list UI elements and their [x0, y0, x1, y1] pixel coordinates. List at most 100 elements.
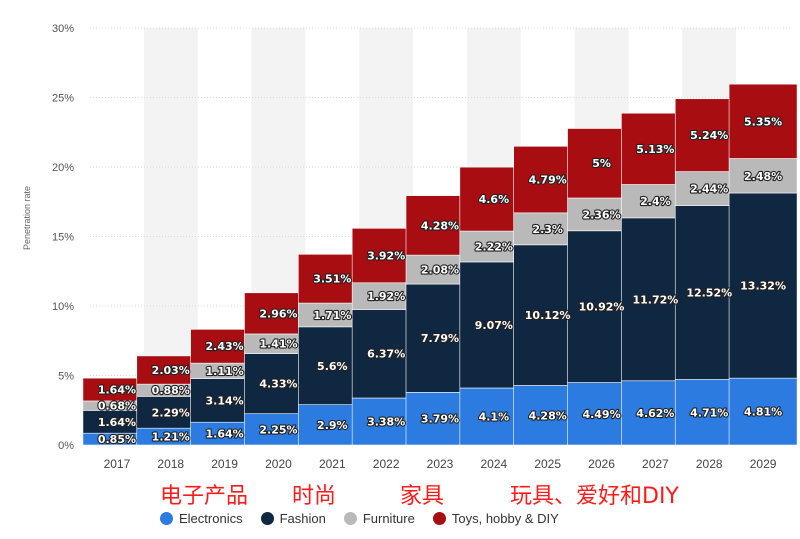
data-label: 2.4% [640, 195, 671, 208]
legend-label-electronics: Electronics [179, 510, 243, 526]
legend: Electronics Fashion Furniture Toys, hobb… [160, 509, 559, 527]
annotation-electronics: 电子产品 [160, 484, 249, 509]
stacked-bar-chart: 0% 5% 10% 15% 20% 25% 30% Penetration rate 0.8… [22, 23, 798, 471]
bar-segment[interactable] [728, 192, 798, 379]
annotation-furniture: 家具 [400, 484, 445, 509]
legend-label-fashion: Fashion [279, 510, 326, 526]
data-label: 1.92% [367, 290, 405, 303]
data-label: 2.9% [317, 419, 348, 432]
data-label: 0.68% [98, 400, 136, 413]
y-tick-label: 10% [52, 301, 74, 313]
data-label: 2.22% [475, 241, 513, 254]
data-label: 5.35% [744, 115, 782, 128]
data-labels: 0.85% 1.64% 0.68% 1.64% 1.21% 2.29% 0.88% 2.03%… [97, 114, 787, 447]
data-label: 4.49% [582, 408, 620, 421]
data-label: 4.81% [744, 406, 782, 419]
data-label: 1.71% [313, 309, 351, 322]
bar-segment[interactable] [728, 158, 798, 194]
data-label: 2.36% [582, 208, 620, 221]
x-tick-label: 2019 [211, 457, 238, 471]
data-label: 2.44% [690, 183, 728, 196]
data-label: 5.13% [636, 143, 674, 156]
data-label: 6.37% [367, 348, 405, 361]
data-label: 11.72% [632, 293, 678, 306]
annotation-toys: 玩具、爱好和DIY [510, 484, 679, 509]
y-tick-label: 20% [52, 162, 74, 174]
bar-segment[interactable] [728, 83, 798, 159]
legend-label-furniture: Furniture [362, 510, 415, 526]
legend-swatch-fashion [260, 511, 274, 525]
x-tick-label: 2018 [157, 457, 184, 471]
x-tick-label: 2029 [750, 457, 777, 471]
y-tick-label: 5% [58, 371, 74, 383]
data-label: 4.33% [259, 378, 297, 391]
data-label: 3.14% [206, 394, 244, 407]
data-label: 2.43% [206, 340, 244, 353]
x-tick-label: 2026 [588, 457, 615, 471]
data-label: 4.79% [529, 174, 567, 187]
x-tick-label: 2024 [480, 457, 507, 471]
x-tick-label: 2021 [319, 457, 346, 471]
x-tick-label: 2017 [104, 457, 131, 471]
data-label: 10.12% [525, 309, 571, 322]
data-label: 2.25% [259, 423, 297, 436]
data-label: 2.96% [259, 307, 297, 320]
data-label: 12.52% [686, 287, 732, 300]
data-label: 1.41% [259, 338, 297, 351]
data-label: 4.62% [636, 407, 674, 420]
y-tick-label: 0% [58, 440, 74, 452]
data-label: 3.51% [313, 273, 351, 286]
x-tick-label: 2025 [534, 457, 561, 471]
x-tick-label: 2028 [696, 457, 723, 471]
y-axis-ticks: 0% 5% 10% 15% 20% 25% 30% [52, 23, 74, 452]
data-label: 2.29% [152, 406, 190, 419]
data-label: 2.03% [152, 364, 190, 377]
x-axis-ticks: 2017 2018 2019 2020 2021 2022 2023 2024 2025 2026… [104, 457, 777, 471]
x-tick-label: 2027 [642, 457, 669, 471]
data-label: 2.48% [744, 170, 782, 183]
data-label: 0.85% [98, 433, 136, 446]
x-tick-label: 2020 [265, 457, 292, 471]
legend-swatch-furniture [343, 511, 357, 525]
data-label: 5% [592, 157, 611, 170]
x-tick-label: 2023 [427, 457, 454, 471]
data-label: 4.28% [529, 409, 567, 422]
data-label: 7.79% [421, 332, 459, 345]
data-label: 4.71% [690, 406, 728, 419]
data-label: 1.21% [152, 431, 190, 444]
bar-segments [82, 83, 798, 446]
legend-label-toys: Toys, hobby & DIY [451, 510, 559, 526]
data-label: 2.08% [421, 264, 459, 277]
data-label: 2.3% [532, 223, 563, 236]
data-label: 0.88% [152, 384, 190, 397]
data-label: 3.38% [367, 416, 405, 429]
y-tick-label: 25% [52, 93, 74, 105]
legend-item-fashion[interactable]: Fashion [260, 510, 326, 526]
legend-swatch-toys [432, 511, 446, 525]
bar-segment[interactable] [728, 377, 798, 446]
data-label: 5.24% [690, 129, 728, 142]
data-label: 3.79% [421, 413, 459, 426]
legend-item-electronics[interactable]: Electronics [160, 511, 243, 526]
y-axis-label: Penetration rate [22, 186, 32, 250]
data-label: 1.64% [206, 428, 244, 441]
data-label: 4.6% [479, 193, 510, 206]
legend-item-furniture[interactable]: Furniture [343, 510, 415, 526]
y-tick-label: 30% [52, 23, 74, 35]
data-label: 13.32% [740, 280, 786, 293]
data-label: 4.1% [479, 411, 510, 424]
annotation-fashion: 时尚 [292, 484, 337, 509]
data-label: 4.28% [421, 219, 459, 232]
legend-swatch-electronics [160, 511, 173, 525]
data-label: 5.6% [317, 360, 348, 373]
legend-item-toys[interactable]: Toys, hobby & DIY [432, 510, 559, 526]
data-label: 1.11% [206, 365, 244, 378]
chinese-annotations: 电子产品 时尚 家具 玩具、爱好和DIY [0, 478, 800, 512]
data-label: 1.64% [98, 384, 136, 397]
data-label: 10.92% [579, 301, 625, 314]
y-tick-label: 15% [52, 232, 74, 244]
x-tick-label: 2022 [373, 457, 400, 471]
data-label: 9.07% [475, 319, 513, 332]
data-label: 3.92% [367, 250, 405, 263]
data-label: 1.64% [98, 416, 136, 429]
